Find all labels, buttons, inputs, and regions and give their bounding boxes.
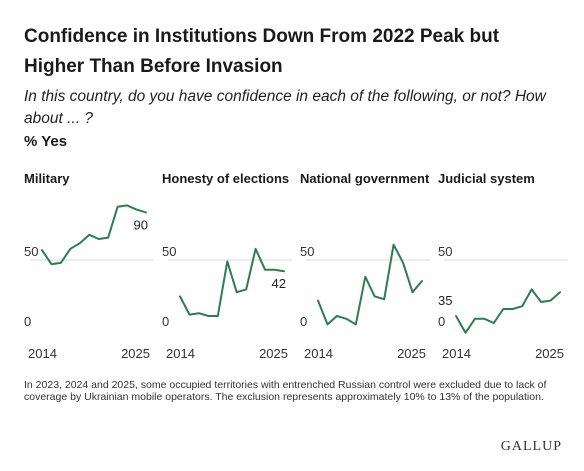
series-line bbox=[317, 243, 423, 326]
x-tick-label: 2025 bbox=[535, 346, 564, 361]
panel-honesty-of-elections: Honesty of elections 0 50 2014 2025 42 bbox=[162, 172, 292, 372]
series-line bbox=[455, 288, 561, 334]
y-tick-label: 0 bbox=[24, 314, 31, 329]
x-tick-label: 2014 bbox=[28, 346, 57, 361]
chart-svg: 0 50 2014 2025 bbox=[300, 243, 430, 361]
gallup-logo: GALLUP bbox=[500, 439, 562, 454]
x-tick-label: 2014 bbox=[166, 346, 195, 361]
chart-svg: 0 50 2014 2025 90 bbox=[24, 204, 154, 361]
footnote: In 2023, 2024 and 2025, some occupied te… bbox=[24, 379, 547, 403]
chart-subtitle: In this country, do you have confidence … bbox=[24, 88, 546, 127]
data-label: 35 bbox=[438, 293, 452, 308]
x-tick-label: 2025 bbox=[121, 346, 150, 361]
panel-judicial-system: Judicial system 0 50 2014 2025 35 bbox=[438, 172, 568, 372]
x-tick-label: 2014 bbox=[442, 346, 471, 361]
panel-title: Judicial system bbox=[438, 171, 535, 186]
panel-title: Military bbox=[24, 171, 70, 186]
data-label: 90 bbox=[134, 217, 148, 232]
chart-title: Confidence in Institutions Down From 202… bbox=[24, 26, 500, 77]
panel-title: Honesty of elections bbox=[162, 171, 290, 186]
y-tick-label: 50 bbox=[24, 244, 38, 259]
y-tick-label: 50 bbox=[300, 244, 314, 259]
panel-title: National government bbox=[300, 171, 430, 186]
y-tick-label: 0 bbox=[300, 314, 307, 329]
panel-national-government: National government 0 50 2014 2025 bbox=[300, 172, 430, 372]
chart-svg: 0 50 2014 2025 42 bbox=[162, 244, 292, 361]
series-line bbox=[41, 204, 147, 266]
x-tick-label: 2025 bbox=[259, 346, 288, 361]
series-line bbox=[179, 247, 285, 317]
panel-military: Military 0 50 2014 2025 90 bbox=[24, 172, 154, 372]
y-tick-label: 50 bbox=[162, 244, 176, 259]
data-label: 42 bbox=[272, 276, 286, 291]
y-axis-label: % Yes bbox=[24, 133, 68, 150]
y-tick-label: 0 bbox=[438, 314, 445, 329]
y-tick-label: 0 bbox=[162, 314, 169, 329]
y-tick-label: 50 bbox=[438, 244, 452, 259]
x-tick-label: 2014 bbox=[304, 346, 333, 361]
chart-svg: 0 50 2014 2025 35 bbox=[438, 244, 568, 361]
x-tick-label: 2025 bbox=[397, 346, 426, 361]
